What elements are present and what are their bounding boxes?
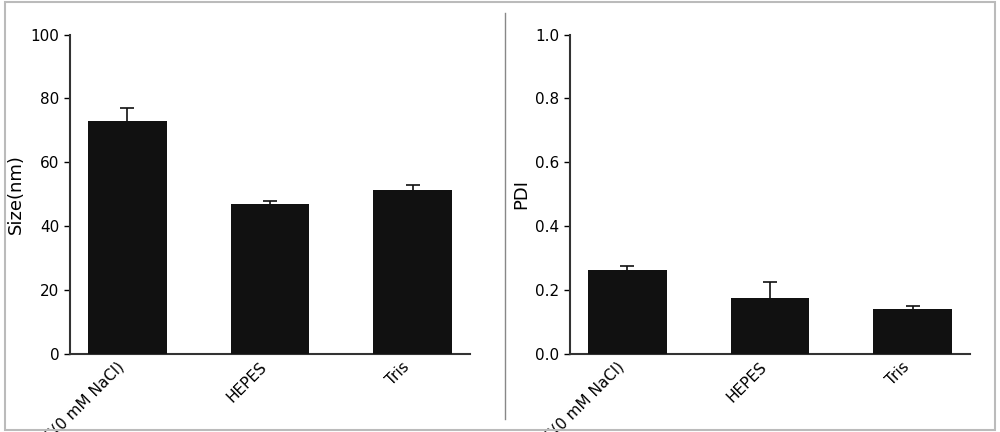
Bar — [873, 309, 952, 354]
Y-axis label: PDI: PDI — [512, 179, 530, 210]
Bar — [231, 204, 309, 354]
Bar — [588, 270, 667, 354]
Y-axis label: Size(nm): Size(nm) — [7, 155, 25, 234]
Bar — [731, 299, 809, 354]
Bar — [88, 121, 167, 354]
Bar — [373, 190, 452, 354]
